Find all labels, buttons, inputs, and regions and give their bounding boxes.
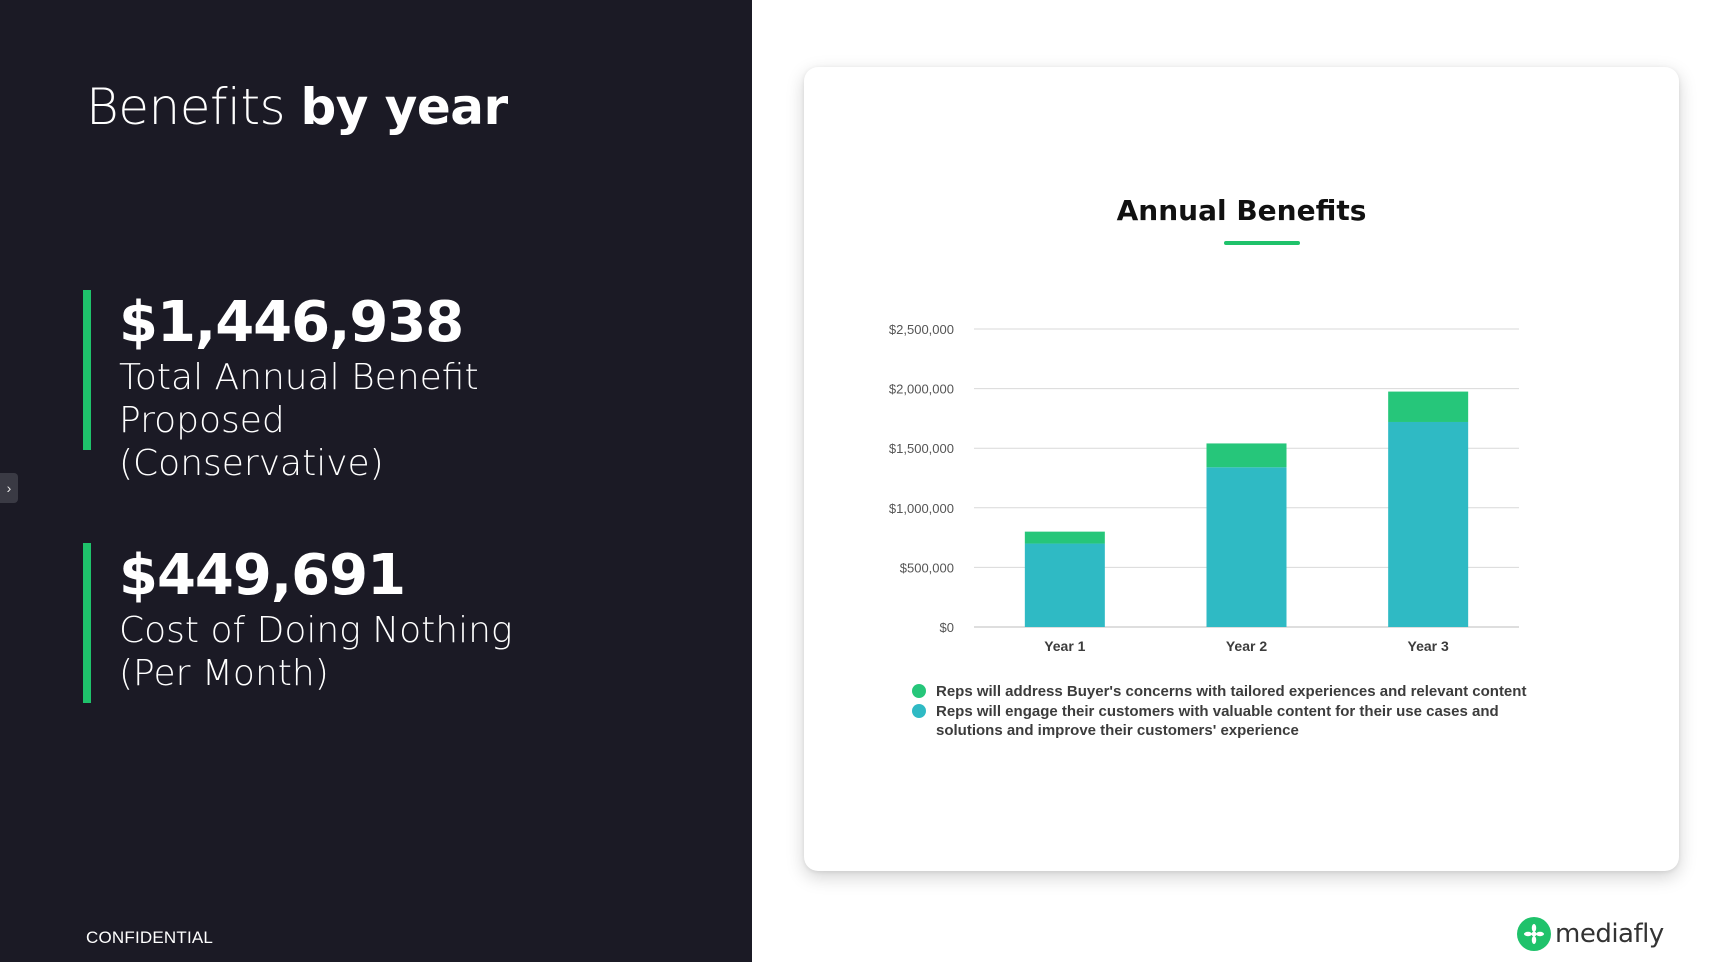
chart-title: Annual Benefits (1116, 194, 1367, 227)
x-tick-label: Year 2 (1226, 638, 1267, 654)
left-panel: Benefits by year $1,446,938 Total Annual… (0, 0, 752, 962)
legend-label: Reps will engage their customers with va… (936, 703, 1499, 739)
legend-swatch (912, 684, 926, 698)
metric-accent-bar (83, 543, 91, 703)
x-tick-label: Year 1 (1044, 638, 1085, 654)
x-tick-label: Year 3 (1408, 638, 1449, 654)
chart-card: Annual Benefits $0 $500,000 $1,000,000 $1,5… (804, 67, 1679, 871)
y-tick-label: $1,000,000 (889, 501, 954, 516)
slide-title-light: Benefits (86, 78, 286, 136)
metric-value: $1,446,938 (119, 290, 464, 355)
bar-segment (1206, 443, 1287, 468)
metric-cost-of-doing-nothing: $449,691 Cost of Doing Nothing (Per Mont… (83, 543, 513, 703)
slide-title: Benefits by year (86, 78, 508, 136)
metric-value: $449,691 (119, 543, 406, 608)
confidential-label: CONFIDENTIAL (86, 928, 214, 947)
y-tick-label: $2,500,000 (889, 322, 954, 337)
metric-label: Total Annual Benefit Proposed (Conservat… (119, 357, 479, 484)
y-tick-label: $500,000 (900, 560, 954, 575)
bar-segment (1388, 391, 1469, 422)
y-tick-label: $1,500,000 (889, 441, 954, 456)
y-tick-label: $2,000,000 (889, 382, 954, 397)
mediafly-logo-icon (1517, 917, 1551, 951)
metric-label: Cost of Doing Nothing (Per Month) (119, 610, 513, 694)
chart-legend: Reps will address Buyer's concerns with … (912, 682, 1552, 741)
brand-logo: mediafly (1517, 917, 1664, 951)
legend-item: Reps will engage their customers with va… (912, 702, 1552, 740)
brand-name: mediafly (1555, 919, 1664, 949)
legend-label: Reps will address Buyer's concerns with … (936, 683, 1527, 700)
legend-swatch (912, 704, 926, 718)
bar-segment (1024, 531, 1105, 544)
bar-segment (1024, 543, 1105, 627)
chevron-right-icon: › (6, 480, 12, 496)
sidebar-toggle-button[interactable]: › (0, 473, 18, 503)
slide-title-bold: by year (300, 78, 509, 136)
bar-segment (1206, 467, 1287, 627)
bar-segment (1388, 421, 1469, 627)
y-tick-label: $0 (940, 620, 954, 635)
metric-total-annual-benefit: $1,446,938 Total Annual Benefit Proposed… (83, 290, 479, 484)
metric-accent-bar (83, 290, 91, 450)
bar-chart: $0 $500,000 $1,000,000 $1,500,000 $2,000,000… (889, 322, 1519, 654)
legend-item: Reps will address Buyer's concerns with … (912, 682, 1552, 701)
chart-title-underline (1224, 241, 1300, 245)
